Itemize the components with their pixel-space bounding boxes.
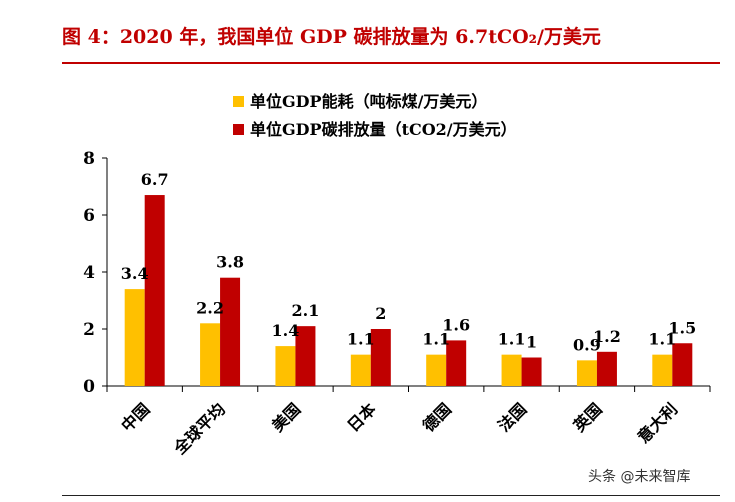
bar-energy <box>200 323 221 386</box>
x-category-label: 法国 <box>494 399 530 435</box>
y-tick-label: 6 <box>83 206 95 226</box>
bar-carbon <box>446 340 467 386</box>
data-label-energy: 1.1 <box>498 330 526 349</box>
bar-energy <box>275 346 296 386</box>
data-label-carbon: 3.8 <box>216 253 244 272</box>
data-label-carbon: 6.7 <box>141 170 169 189</box>
bar-carbon <box>521 357 542 386</box>
x-category-label: 美国 <box>268 399 304 435</box>
data-label-carbon: 2 <box>375 304 386 323</box>
x-category-label: 意大利 <box>634 399 681 446</box>
data-label-carbon: 1.6 <box>442 315 470 334</box>
bar-carbon <box>672 343 693 386</box>
data-label-energy: 1.1 <box>422 330 450 349</box>
figure-title: 图 4：2020 年，我国单位 GDP 碳排放量为 6.7tCO₂/万美元 <box>62 26 601 48</box>
y-tick-label: 2 <box>83 320 95 340</box>
legend: 单位GDP能耗（吨标煤/万美元） 单位GDP碳排放量（tCO2/万美元） <box>233 92 517 139</box>
bar-energy <box>350 354 371 386</box>
data-label-energy: 3.4 <box>121 264 149 283</box>
bar-carbon <box>596 351 617 386</box>
data-labels: 3.46.72.23.81.42.11.121.11.61.1 1 0.91.2 1.… <box>121 170 696 354</box>
data-label-carbon: 1.5 <box>668 318 696 337</box>
data-label-energy: 2.2 <box>196 298 224 317</box>
x-category-label: 英国 <box>569 399 606 436</box>
x-axis: 中国 全球平均 美国 日本 德国 法国 英国 意大利 <box>106 385 711 459</box>
y-tick-label: 0 <box>83 377 95 397</box>
legend-label-carbon: 单位GDP碳排放量（tCO2/万美元） <box>250 120 517 139</box>
bottom-divider <box>62 495 720 496</box>
x-category-label: 德国 <box>419 399 455 435</box>
bar-energy <box>652 354 673 386</box>
bar-energy <box>124 289 145 386</box>
x-category-label: 中国 <box>117 399 153 435</box>
data-label-carbon: 1 <box>526 333 537 352</box>
bar-energy <box>576 360 597 386</box>
data-label-energy: 1.1 <box>648 330 676 349</box>
legend-swatch-energy <box>233 96 244 107</box>
x-category-label: 全球平均 <box>169 399 228 458</box>
bars <box>124 195 693 386</box>
x-category-label: 日本 <box>344 399 380 435</box>
legend-swatch-carbon <box>233 124 244 135</box>
watermark: 头条 @未来智库 <box>588 469 691 485</box>
bar-carbon <box>370 329 391 386</box>
y-tick-label: 8 <box>83 149 95 169</box>
bar-energy <box>501 354 522 386</box>
data-label-carbon: 2.1 <box>292 301 320 320</box>
legend-label-energy: 单位GDP能耗（吨标煤/万美元） <box>250 92 487 111</box>
data-label-carbon: 1.2 <box>593 327 621 346</box>
title-divider <box>62 62 720 64</box>
data-label-energy: 0.9 <box>573 335 601 354</box>
bar-energy <box>426 354 447 386</box>
data-label-energy: 1.1 <box>347 330 375 349</box>
y-tick-label: 4 <box>83 263 95 283</box>
bar-carbon <box>220 277 241 386</box>
y-axis: 0 2 4 6 8 <box>83 149 108 397</box>
data-label-energy: 1.4 <box>272 321 300 340</box>
bar-carbon <box>144 195 165 386</box>
bar-carbon <box>295 326 316 386</box>
